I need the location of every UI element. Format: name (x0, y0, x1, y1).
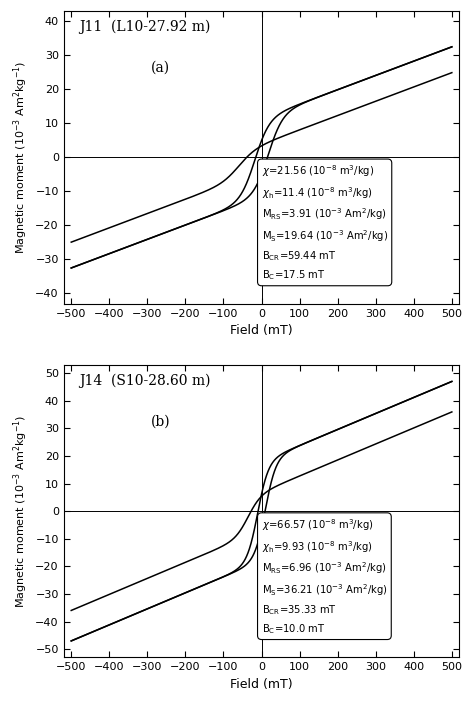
Text: (a): (a) (151, 61, 170, 75)
Y-axis label: Magnetic moment (10$^{-3}$ Am$^2$kg$^{-1}$): Magnetic moment (10$^{-3}$ Am$^2$kg$^{-1… (11, 61, 30, 254)
X-axis label: Field (mT): Field (mT) (230, 324, 293, 337)
Text: $\chi$=66.57 (10$^{-8}$ m$^3$/kg)
$\chi_{\rm h}$=9.93 (10$^{-8}$ m$^3$/kg)
M$_{\: $\chi$=66.57 (10$^{-8}$ m$^3$/kg) $\chi_… (262, 517, 387, 635)
X-axis label: Field (mT): Field (mT) (230, 678, 293, 691)
Text: J11  (L10-27.92 m): J11 (L10-27.92 m) (80, 20, 211, 34)
Text: J14  (S10-28.60 m): J14 (S10-28.60 m) (80, 373, 211, 388)
Text: $\chi$=21.56 (10$^{-8}$ m$^3$/kg)
$\chi_{\rm h}$=11.4 (10$^{-8}$ m$^3$/kg)
M$_{\: $\chi$=21.56 (10$^{-8}$ m$^3$/kg) $\chi_… (262, 164, 388, 282)
Y-axis label: Magnetic moment (10$^{-3}$ Am$^2$kg$^{-1}$): Magnetic moment (10$^{-3}$ Am$^2$kg$^{-1… (11, 414, 30, 608)
Text: (b): (b) (151, 415, 170, 429)
